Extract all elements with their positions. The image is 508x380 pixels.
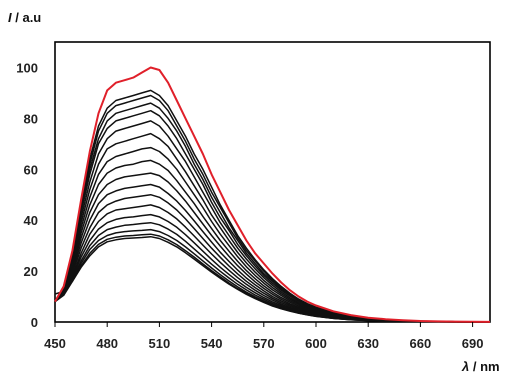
x-axis-ticks: 450 480 510 540 570 600 630 660 690 [44,322,483,351]
y-tick-label: 100 [16,60,38,75]
x-tick-label: 690 [462,336,484,351]
series-line-17 [54,235,490,323]
x-axis-title: λ / nm [461,359,500,374]
plot-frame [54,41,491,323]
y-axis-title: I / a.u [8,10,41,25]
y-tick-label: 80 [24,111,38,126]
x-axis-symbol: λ [461,359,469,374]
series-layer [54,66,491,323]
series-line-highlight [54,66,491,323]
x-tick-label: 510 [149,336,171,351]
x-tick-label: 480 [96,336,118,351]
x-tick-label: 600 [305,336,327,351]
y-axis-symbol: I [8,10,12,25]
x-tick-label: 660 [410,336,432,351]
y-axis-unit: / a.u [12,10,42,25]
x-tick-label: 570 [253,336,275,351]
x-axis-unit: / nm [469,359,499,374]
y-tick-label: 40 [24,213,38,228]
y-tick-label: 60 [24,162,38,177]
x-tick-label: 540 [201,336,223,351]
x-tick-label: 450 [44,336,66,351]
x-tick-label: 630 [357,336,379,351]
y-tick-label: 0 [31,315,38,330]
y-tick-label: 20 [24,264,38,279]
series-line-15 [54,228,490,323]
y-axis-ticks: 0 20 40 60 80 100 [16,60,38,330]
